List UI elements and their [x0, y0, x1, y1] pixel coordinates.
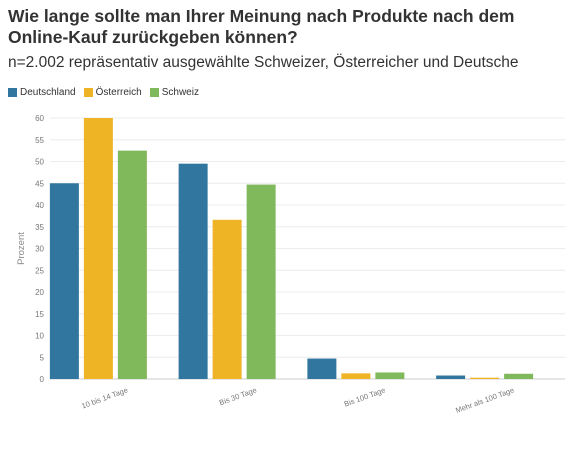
y-tick-label: 25	[35, 266, 44, 275]
y-axis-label: Prozent	[16, 232, 27, 265]
legend-swatch-deutschland	[8, 88, 17, 97]
chart-subtitle: n=2.002 repräsentativ ausgewählte Schwei…	[8, 54, 519, 71]
bar-schweiz	[375, 372, 405, 379]
legend: Deutschland Österreich Schweiz	[8, 87, 199, 98]
legend-label-deutschland: Deutschland	[20, 87, 76, 98]
legend-swatch-oesterreich	[83, 88, 93, 97]
y-tick-label: 40	[35, 201, 44, 210]
y-tick-label: 55	[35, 136, 44, 145]
bar-österreich	[341, 373, 371, 379]
y-tick-label: 10	[35, 332, 44, 341]
y-tick-label: 50	[35, 158, 44, 167]
bar-schweiz	[504, 373, 534, 379]
legend-label-schweiz: Schweiz	[161, 87, 199, 98]
bar-deutschland	[178, 163, 208, 379]
legend-swatch-schweiz	[149, 88, 159, 97]
y-tick-label: 60	[35, 114, 44, 123]
x-tick-label: 10 bis 14 Tage	[80, 385, 129, 410]
legend-label-oesterreich: Österreich	[95, 87, 142, 98]
legend-item-deutschland[interactable]: Deutschland	[8, 87, 76, 98]
y-tick-label: 35	[35, 223, 44, 232]
bar-deutschland	[436, 375, 466, 379]
bar-schweiz	[246, 184, 276, 379]
y-tick-label: 0	[40, 375, 45, 384]
bar-deutschland	[49, 183, 79, 379]
bar-österreich	[470, 377, 500, 379]
x-tick-label: Bis 100 Tage	[343, 385, 387, 408]
chart-title: Wie lange sollte man Ihrer Meinung nach …	[8, 6, 515, 47]
legend-item-oesterreich[interactable]: Österreich	[83, 87, 142, 98]
x-tick-label: Mehr als 100 Tage	[454, 385, 515, 415]
y-tick-label: 5	[40, 353, 45, 362]
y-tick-label: 45	[35, 179, 44, 188]
y-tick-label: 30	[35, 245, 44, 254]
bar-österreich	[83, 118, 113, 379]
y-tick-label: 15	[35, 310, 44, 319]
legend-item-schweiz[interactable]: Schweiz	[149, 87, 199, 98]
bar-schweiz	[117, 150, 147, 379]
bar-deutschland	[307, 358, 337, 379]
x-tick-label: Bis 30 Tage	[218, 385, 258, 407]
y-tick-label: 20	[35, 288, 44, 297]
bar-österreich	[212, 219, 242, 379]
